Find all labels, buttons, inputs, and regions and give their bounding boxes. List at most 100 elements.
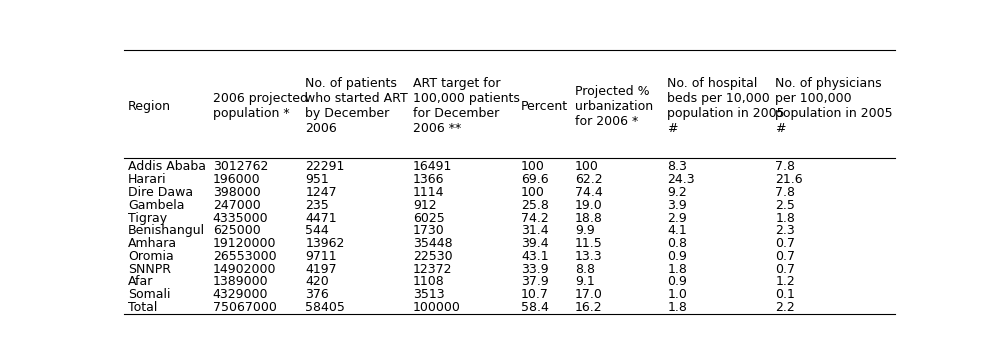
Text: 37.9: 37.9 [521,275,549,289]
Text: 235: 235 [305,199,329,212]
Text: 2.2: 2.2 [775,301,795,314]
Text: 1.2: 1.2 [775,275,795,289]
Text: 625000: 625000 [213,224,260,237]
Text: 12372: 12372 [414,262,452,275]
Text: 18.8: 18.8 [575,211,602,224]
Text: 2.9: 2.9 [667,211,687,224]
Text: 0.9: 0.9 [667,250,687,263]
Text: 24.3: 24.3 [667,173,695,186]
Text: 0.8: 0.8 [667,237,687,250]
Text: 9711: 9711 [305,250,337,263]
Text: 100: 100 [575,160,598,173]
Text: 33.9: 33.9 [521,262,549,275]
Text: 1389000: 1389000 [213,275,268,289]
Text: 19120000: 19120000 [213,237,276,250]
Text: 376: 376 [305,288,329,301]
Text: No. of physicians
per 100,000
population in 2005
#: No. of physicians per 100,000 population… [775,77,893,135]
Text: Projected %
urbanization
for 2006 *: Projected % urbanization for 2006 * [575,85,653,128]
Text: Harari: Harari [128,173,167,186]
Text: 1.8: 1.8 [667,262,687,275]
Text: 1247: 1247 [305,186,337,199]
Text: ART target for
100,000 patients
for December
2006 **: ART target for 100,000 patients for Dece… [414,77,520,135]
Text: 100000: 100000 [414,301,461,314]
Text: 10.7: 10.7 [521,288,549,301]
Text: 0.9: 0.9 [667,275,687,289]
Text: 544: 544 [305,224,329,237]
Text: 69.6: 69.6 [521,173,549,186]
Text: 4.1: 4.1 [667,224,687,237]
Text: 31.4: 31.4 [521,224,549,237]
Text: 2.3: 2.3 [775,224,795,237]
Text: 1.8: 1.8 [667,301,687,314]
Text: 62.2: 62.2 [575,173,602,186]
Text: 7.8: 7.8 [775,160,795,173]
Text: 0.7: 0.7 [775,262,795,275]
Text: 3513: 3513 [414,288,444,301]
Text: 39.4: 39.4 [521,237,549,250]
Text: 2.5: 2.5 [775,199,795,212]
Text: 1108: 1108 [414,275,445,289]
Text: 9.2: 9.2 [667,186,687,199]
Text: 75067000: 75067000 [213,301,276,314]
Text: 0.7: 0.7 [775,250,795,263]
Text: 247000: 247000 [213,199,260,212]
Text: 8.3: 8.3 [667,160,687,173]
Text: 74.2: 74.2 [521,211,549,224]
Text: No. of hospital
beds per 10,000
population in 2005
#: No. of hospital beds per 10,000 populati… [667,77,785,135]
Text: 74.4: 74.4 [575,186,602,199]
Text: 4335000: 4335000 [213,211,268,224]
Text: 1366: 1366 [414,173,444,186]
Text: 8.8: 8.8 [575,262,594,275]
Text: 22530: 22530 [414,250,452,263]
Text: 4197: 4197 [305,262,337,275]
Text: 13.3: 13.3 [575,250,602,263]
Text: Amhara: Amhara [128,237,177,250]
Text: Oromia: Oromia [128,250,174,263]
Text: 2006 projected
population *: 2006 projected population * [213,92,308,120]
Text: Percent: Percent [521,100,569,113]
Text: 100: 100 [521,160,545,173]
Text: 951: 951 [305,173,329,186]
Text: 7.8: 7.8 [775,186,795,199]
Text: 1.0: 1.0 [667,288,687,301]
Text: 4471: 4471 [305,211,337,224]
Text: Afar: Afar [128,275,153,289]
Text: 420: 420 [305,275,329,289]
Text: 16491: 16491 [414,160,452,173]
Text: 3012762: 3012762 [213,160,268,173]
Text: SNNPR: SNNPR [128,262,171,275]
Text: 17.0: 17.0 [575,288,602,301]
Text: 14902000: 14902000 [213,262,276,275]
Text: 1730: 1730 [414,224,445,237]
Text: 21.6: 21.6 [775,173,803,186]
Text: 26553000: 26553000 [213,250,276,263]
Text: 4329000: 4329000 [213,288,268,301]
Text: 11.5: 11.5 [575,237,602,250]
Text: 35448: 35448 [414,237,452,250]
Text: Tigray: Tigray [128,211,167,224]
Text: 1.8: 1.8 [775,211,795,224]
Text: Somali: Somali [128,288,171,301]
Text: Region: Region [128,100,171,113]
Text: 398000: 398000 [213,186,260,199]
Text: 6025: 6025 [414,211,445,224]
Text: 0.7: 0.7 [775,237,795,250]
Text: Total: Total [128,301,157,314]
Text: 58.4: 58.4 [521,301,549,314]
Text: 43.1: 43.1 [521,250,549,263]
Text: 25.8: 25.8 [521,199,549,212]
Text: 0.1: 0.1 [775,288,795,301]
Text: No. of patients
who started ART
by December
2006: No. of patients who started ART by Decem… [305,77,408,135]
Text: 16.2: 16.2 [575,301,602,314]
Text: Addis Ababa: Addis Ababa [128,160,206,173]
Text: 9.1: 9.1 [575,275,594,289]
Text: 196000: 196000 [213,173,260,186]
Text: 22291: 22291 [305,160,345,173]
Text: 19.0: 19.0 [575,199,602,212]
Text: Benishangul: Benishangul [128,224,205,237]
Text: 100: 100 [521,186,545,199]
Text: 1114: 1114 [414,186,444,199]
Text: 3.9: 3.9 [667,199,687,212]
Text: 9.9: 9.9 [575,224,594,237]
Text: 58405: 58405 [305,301,345,314]
